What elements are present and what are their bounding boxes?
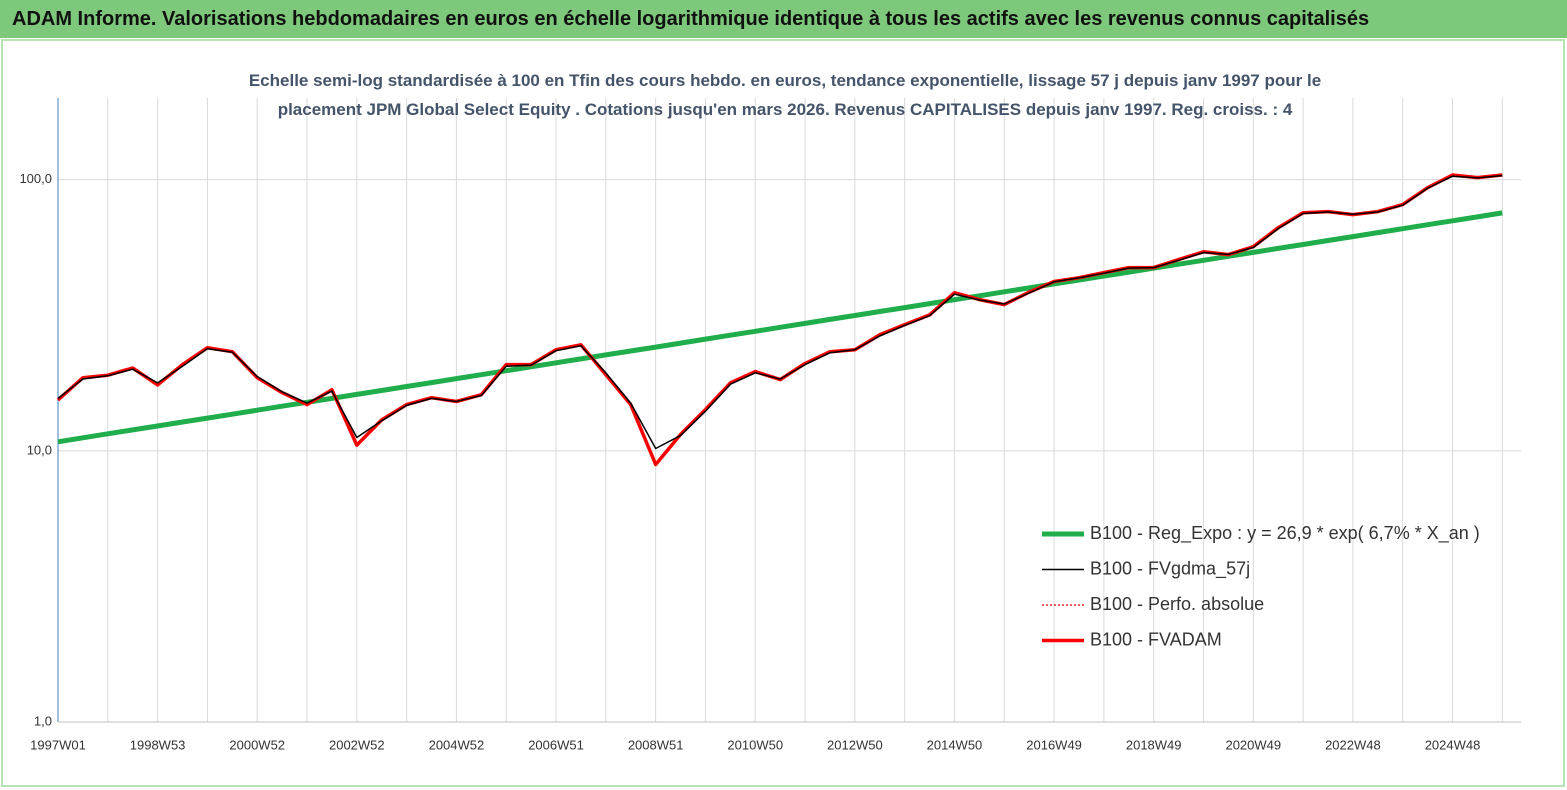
x-tick-label: 2020W49 bbox=[1225, 737, 1281, 752]
header: ADAM Informe. Valorisations hebdomadaire… bbox=[0, 0, 1567, 38]
x-tick-label: 2008W51 bbox=[628, 737, 684, 752]
x-tick-label: 2012W50 bbox=[827, 737, 883, 752]
x-tick-label: 1998W53 bbox=[130, 737, 186, 752]
x-tick-label: 2014W50 bbox=[927, 737, 983, 752]
x-tick-label: 2002W52 bbox=[329, 737, 385, 752]
y-tick-label: 10,0 bbox=[27, 442, 52, 457]
legend-label: B100 - Reg_Expo : y = 26,9 * exp( 6,7% *… bbox=[1090, 523, 1480, 544]
series-line bbox=[57, 174, 1503, 450]
x-tick-label: 2006W51 bbox=[528, 737, 584, 752]
x-tick-label: 2022W48 bbox=[1325, 737, 1381, 752]
legend-label: B100 - FVgdma_57j bbox=[1090, 558, 1250, 579]
series-line bbox=[57, 174, 1503, 466]
series-line bbox=[57, 210, 1503, 445]
chart-frame bbox=[1, 39, 1565, 787]
x-tick-label: 2010W50 bbox=[727, 737, 783, 752]
chart-title: Echelle semi-log standardisée à 100 en T… bbox=[248, 71, 1322, 119]
legend-label: B100 - FVADAM bbox=[1090, 629, 1222, 649]
x-tick-label: 2000W52 bbox=[229, 737, 285, 752]
y-tick-label: 1,0 bbox=[34, 713, 52, 728]
x-tick-label: 2018W49 bbox=[1126, 737, 1182, 752]
x-tick-label: 2016W49 bbox=[1026, 737, 1082, 752]
x-tick-label: 1997W01 bbox=[30, 737, 86, 752]
x-tick-label: 2004W52 bbox=[429, 737, 485, 752]
y-tick-label: 100,0 bbox=[19, 171, 52, 186]
legend-label: B100 - Perfo. absolue bbox=[1090, 594, 1264, 614]
series-line bbox=[56, 173, 1503, 467]
x-tick-label: 2024W48 bbox=[1425, 737, 1481, 752]
